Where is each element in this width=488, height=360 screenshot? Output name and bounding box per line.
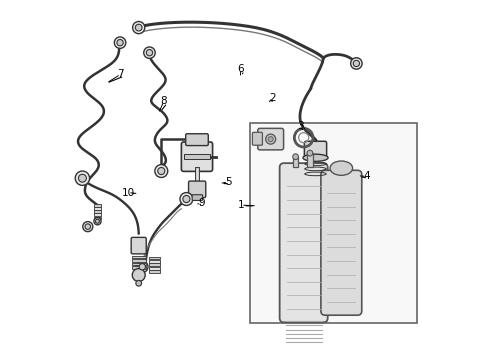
Text: 1: 1 bbox=[237, 200, 244, 210]
Text: 3: 3 bbox=[296, 121, 303, 131]
Bar bbox=[249, 123, 416, 323]
FancyBboxPatch shape bbox=[181, 142, 212, 171]
Circle shape bbox=[75, 171, 89, 185]
Text: 5: 5 bbox=[224, 177, 231, 187]
Bar bbox=[132, 266, 145, 269]
Text: 10: 10 bbox=[121, 188, 134, 198]
Circle shape bbox=[143, 47, 155, 58]
Text: 4: 4 bbox=[363, 171, 369, 181]
Bar bbox=[306, 153, 312, 167]
Bar bbox=[132, 259, 145, 262]
Bar bbox=[149, 257, 160, 260]
Circle shape bbox=[95, 219, 99, 223]
Text: 2: 2 bbox=[268, 93, 275, 103]
Bar bbox=[93, 204, 101, 207]
Bar bbox=[93, 217, 101, 220]
Circle shape bbox=[114, 37, 125, 48]
Text: 8: 8 bbox=[160, 96, 167, 106]
Circle shape bbox=[180, 193, 192, 206]
Bar bbox=[93, 213, 101, 216]
Bar bbox=[132, 263, 145, 265]
Bar bbox=[93, 210, 101, 213]
Circle shape bbox=[82, 222, 93, 231]
Circle shape bbox=[136, 261, 148, 273]
Bar bbox=[183, 154, 210, 159]
Circle shape bbox=[117, 40, 123, 46]
Text: 6: 6 bbox=[237, 64, 244, 74]
Bar bbox=[292, 157, 298, 167]
Circle shape bbox=[132, 269, 145, 282]
FancyBboxPatch shape bbox=[252, 132, 262, 145]
FancyBboxPatch shape bbox=[279, 163, 327, 322]
Bar bbox=[149, 267, 160, 270]
Circle shape bbox=[78, 174, 86, 182]
Circle shape bbox=[139, 264, 145, 270]
Text: 9: 9 bbox=[198, 198, 204, 208]
Circle shape bbox=[306, 150, 312, 156]
Circle shape bbox=[94, 218, 101, 225]
FancyBboxPatch shape bbox=[320, 170, 361, 315]
Bar bbox=[149, 270, 160, 273]
Ellipse shape bbox=[303, 154, 327, 161]
Circle shape bbox=[85, 224, 90, 229]
Circle shape bbox=[183, 195, 189, 203]
Circle shape bbox=[155, 165, 167, 177]
Circle shape bbox=[135, 24, 142, 31]
FancyBboxPatch shape bbox=[188, 181, 205, 198]
FancyBboxPatch shape bbox=[185, 134, 208, 145]
Circle shape bbox=[158, 167, 164, 175]
Bar bbox=[149, 264, 160, 266]
Bar bbox=[93, 207, 101, 210]
Circle shape bbox=[265, 134, 275, 144]
Circle shape bbox=[136, 280, 142, 286]
Circle shape bbox=[146, 50, 152, 56]
Circle shape bbox=[132, 22, 144, 34]
FancyBboxPatch shape bbox=[257, 129, 283, 150]
FancyBboxPatch shape bbox=[131, 237, 146, 254]
Circle shape bbox=[352, 60, 359, 67]
Ellipse shape bbox=[329, 161, 352, 175]
FancyBboxPatch shape bbox=[192, 195, 202, 201]
Circle shape bbox=[292, 154, 298, 159]
Bar bbox=[132, 256, 145, 258]
Bar bbox=[149, 260, 160, 263]
Circle shape bbox=[267, 136, 273, 141]
FancyBboxPatch shape bbox=[304, 141, 326, 158]
Circle shape bbox=[350, 58, 362, 69]
Text: 7: 7 bbox=[117, 69, 124, 79]
